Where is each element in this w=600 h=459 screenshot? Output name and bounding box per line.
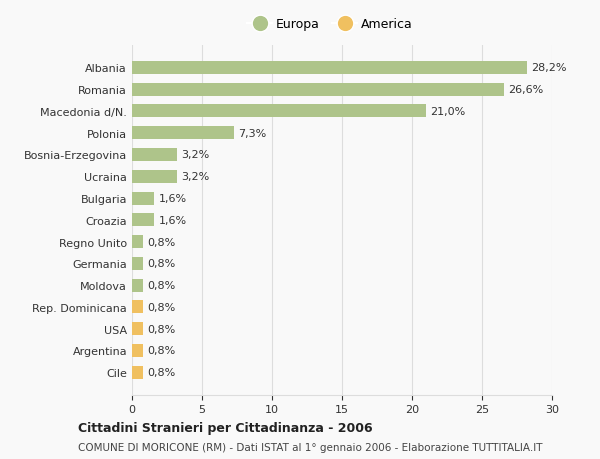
Text: 3,2%: 3,2% <box>181 172 209 182</box>
Text: Cittadini Stranieri per Cittadinanza - 2006: Cittadini Stranieri per Cittadinanza - 2… <box>78 421 373 435</box>
Text: 3,2%: 3,2% <box>181 150 209 160</box>
Text: 0,8%: 0,8% <box>148 302 176 312</box>
Text: 26,6%: 26,6% <box>509 85 544 95</box>
Bar <box>132 322 143 336</box>
Bar <box>132 192 154 205</box>
Bar <box>132 279 143 292</box>
Text: 21,0%: 21,0% <box>430 107 466 117</box>
Bar <box>132 344 143 357</box>
Bar <box>132 127 234 140</box>
Text: 1,6%: 1,6% <box>158 215 187 225</box>
Text: 0,8%: 0,8% <box>148 324 176 334</box>
Bar <box>132 235 143 249</box>
Text: 0,8%: 0,8% <box>148 280 176 291</box>
Bar <box>132 257 143 270</box>
Text: 0,8%: 0,8% <box>148 237 176 247</box>
Text: 0,8%: 0,8% <box>148 367 176 377</box>
Bar <box>132 214 154 227</box>
Bar <box>132 84 505 96</box>
Legend: Europa, America: Europa, America <box>242 13 418 36</box>
Text: 28,2%: 28,2% <box>531 63 566 73</box>
Text: 7,3%: 7,3% <box>238 129 266 139</box>
Bar <box>132 149 177 162</box>
Bar <box>132 301 143 313</box>
Text: 0,8%: 0,8% <box>148 259 176 269</box>
Bar <box>132 366 143 379</box>
Bar <box>132 105 426 118</box>
Bar <box>132 170 177 184</box>
Text: 1,6%: 1,6% <box>158 194 187 204</box>
Text: 0,8%: 0,8% <box>148 346 176 356</box>
Text: COMUNE DI MORICONE (RM) - Dati ISTAT al 1° gennaio 2006 - Elaborazione TUTTITALI: COMUNE DI MORICONE (RM) - Dati ISTAT al … <box>78 442 542 452</box>
Bar <box>132 62 527 75</box>
